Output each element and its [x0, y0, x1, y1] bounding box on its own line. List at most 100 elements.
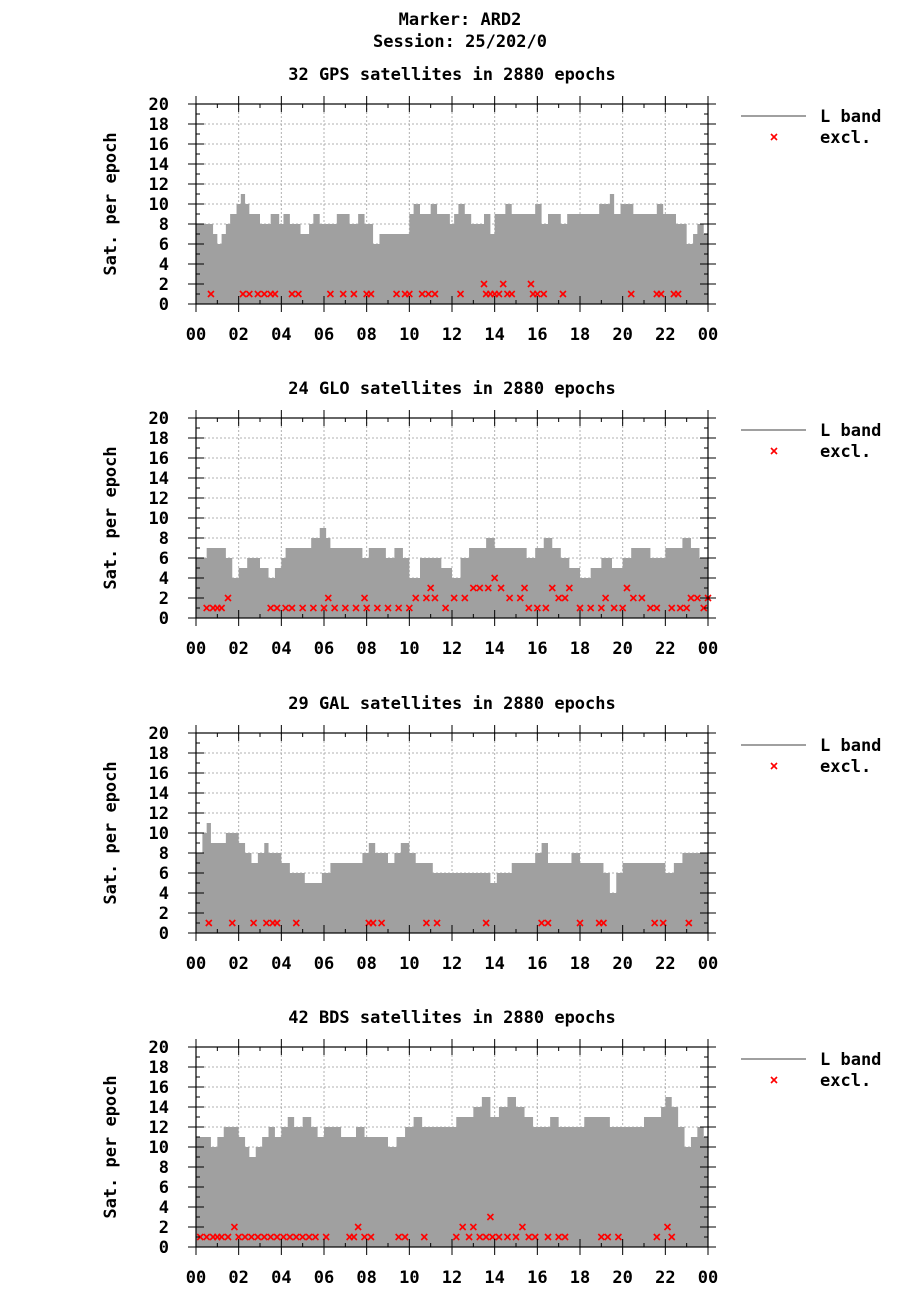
excl-point: [442, 604, 450, 612]
excl-point: [267, 1233, 275, 1241]
excl-point: [196, 1233, 204, 1241]
x-tick-label: 12: [442, 325, 462, 345]
x-tick-label: 02: [228, 1268, 248, 1288]
excl-point: [392, 290, 401, 298]
excl-point: [653, 604, 661, 612]
y-tick-label: 8: [159, 215, 169, 235]
excl-point: [465, 1233, 473, 1241]
legend-band-label: L band: [820, 107, 881, 127]
y-tick-label: 2: [159, 1218, 169, 1238]
excl-point: [294, 290, 302, 298]
x-tick-label: 00: [698, 1268, 718, 1288]
y-tick-label: 12: [149, 1118, 169, 1138]
excl-point: [292, 1233, 300, 1241]
y-axis-label: Sat. per epoch: [101, 132, 121, 275]
excl-point: [663, 1223, 672, 1231]
x-tick-label: 22: [655, 639, 675, 659]
excl-point: [555, 594, 563, 602]
y-tick-label: 10: [149, 509, 169, 529]
band-area: [196, 528, 708, 618]
x-tick-label: 14: [484, 639, 504, 659]
x-tick-label: 04: [271, 325, 291, 345]
excl-point: [565, 584, 573, 592]
excl-point: [525, 604, 533, 612]
excl-point: [431, 290, 439, 298]
excl-point: [288, 604, 296, 612]
x-tick-label: 10: [399, 1268, 419, 1288]
chart-title: 32 GPS satellites in 2880 epochs: [288, 65, 616, 85]
y-tick-label: 14: [149, 1098, 169, 1118]
excl-point: [506, 594, 514, 602]
excl-point: [533, 604, 541, 612]
y-tick-label: 10: [149, 195, 169, 215]
excl-point: [629, 594, 637, 602]
excl-point: [431, 594, 439, 602]
x-tick-label: 06: [314, 639, 334, 659]
y-tick-label: 4: [159, 1198, 169, 1218]
excl-point: [401, 1233, 409, 1241]
excl-point: [418, 290, 426, 298]
excl-point: [405, 604, 413, 612]
y-tick-label: 16: [149, 764, 169, 784]
excl-point: [273, 919, 281, 927]
x-tick-label: 00: [698, 954, 718, 974]
y-tick-label: 4: [159, 255, 169, 275]
excl-point: [518, 1223, 526, 1231]
excl-point: [367, 1233, 375, 1241]
y-tick-label: 20: [149, 724, 169, 744]
x-tick-label: 10: [399, 954, 419, 974]
x-tick-label: 20: [612, 325, 632, 345]
y-tick-label: 4: [159, 569, 169, 589]
excl-point: [247, 1233, 256, 1241]
excl-point: [653, 1233, 661, 1241]
excl-point: [360, 594, 369, 602]
y-tick-label: 12: [149, 804, 169, 824]
x-tick-label: 08: [356, 1268, 376, 1288]
excl-point: [461, 594, 469, 602]
excl-point: [480, 280, 488, 288]
band-area: [196, 823, 708, 933]
legend-excl-swatch: [770, 1076, 778, 1084]
excl-point: [687, 594, 695, 602]
y-tick-label: 20: [149, 95, 169, 115]
excl-point: [540, 290, 548, 298]
y-tick-label: 6: [159, 864, 169, 884]
excl-point: [350, 1233, 358, 1241]
excl-point: [638, 594, 646, 602]
excl-point: [367, 290, 375, 298]
excl-point: [395, 1233, 403, 1241]
excl-point: [627, 290, 635, 298]
excl-point: [520, 584, 529, 592]
y-tick-label: 14: [149, 155, 169, 175]
legend-excl-swatch: [770, 762, 778, 770]
excl-point: [555, 1233, 563, 1241]
legend-excl-label: excl.: [820, 128, 871, 148]
excl-point: [273, 1233, 281, 1241]
excl-point: [452, 1233, 460, 1241]
excl-point: [676, 604, 684, 612]
y-tick-label: 20: [149, 1038, 169, 1058]
excl-point: [262, 919, 270, 927]
x-tick-label: 00: [186, 639, 206, 659]
y-tick-label: 10: [149, 1138, 169, 1158]
excl-point: [254, 290, 262, 298]
x-tick-label: 16: [527, 639, 547, 659]
excl-point: [267, 604, 275, 612]
excl-point: [614, 1233, 622, 1241]
excl-point: [320, 604, 328, 612]
excl-point: [228, 919, 236, 927]
excl-point: [597, 604, 605, 612]
legend-band-label: L band: [820, 736, 881, 756]
excl-point: [508, 290, 516, 298]
y-tick-label: 6: [159, 235, 169, 255]
excl-point: [542, 604, 550, 612]
x-tick-label: 12: [442, 639, 462, 659]
excl-point: [224, 1233, 232, 1241]
excl-point: [378, 919, 386, 927]
excl-point: [503, 1233, 512, 1241]
excl-point: [561, 1233, 569, 1241]
y-tick-label: 2: [159, 904, 169, 924]
excl-point: [561, 594, 569, 602]
y-tick-label: 18: [149, 115, 169, 135]
excl-point: [203, 1233, 211, 1241]
